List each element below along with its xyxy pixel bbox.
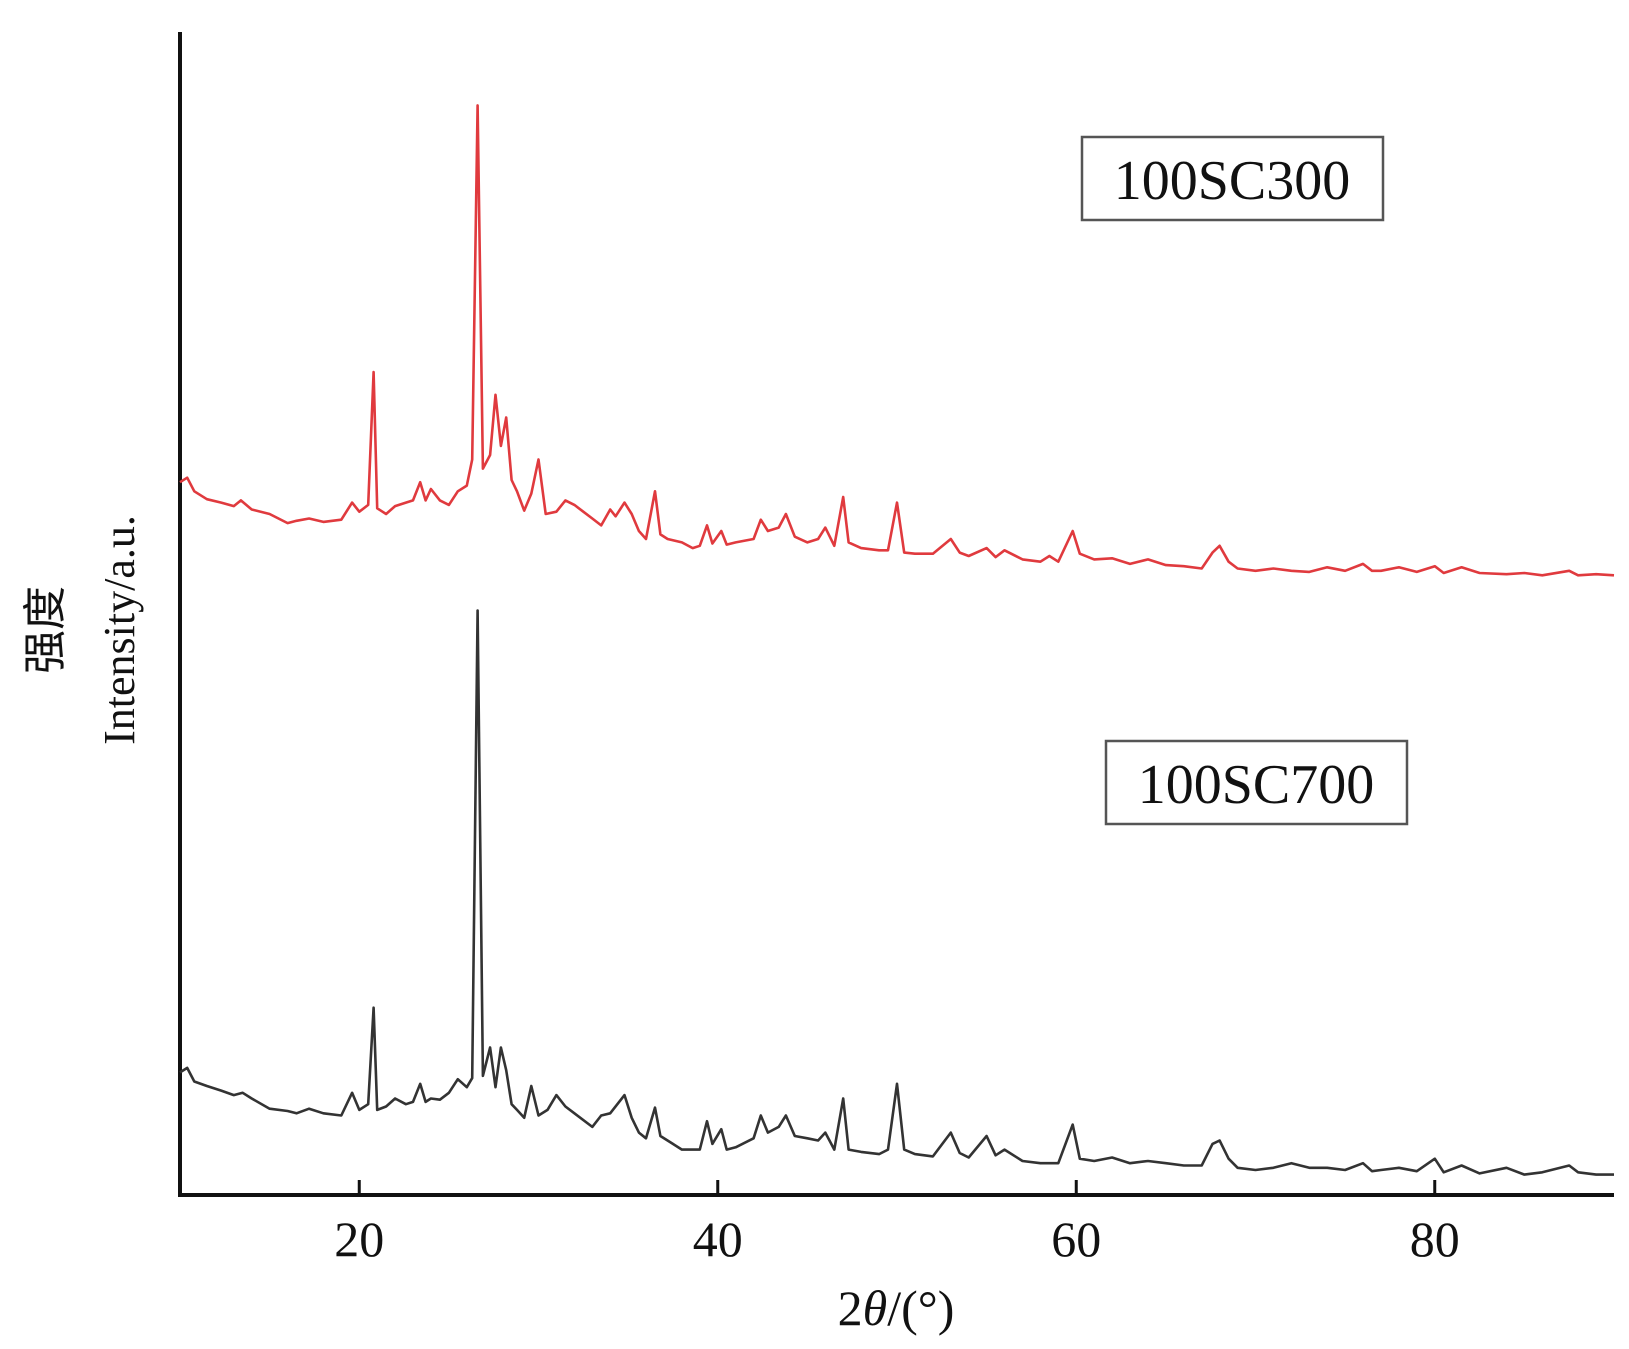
legend-label: 100SC300	[1114, 150, 1351, 212]
x-ticks	[357, 1180, 1437, 1195]
y-axis-title-en: Intensity/a.u.	[95, 515, 144, 745]
legend-box-frame	[1080, 135, 1385, 222]
series-line-100sc700	[179, 609, 1614, 1176]
x-tick-labels: 20 40 60 80	[334, 1211, 1460, 1267]
y-axis-title-cn: 强度	[21, 586, 70, 674]
legend-label: 100SC700	[1138, 754, 1375, 816]
x-tick-label: 20	[334, 1211, 384, 1267]
series-lines	[179, 104, 1615, 1176]
x-axis-title: 2θ/(°)	[838, 1280, 955, 1336]
legend-box-frame	[1104, 739, 1409, 826]
x-axis-title-prefix: 2	[838, 1280, 863, 1336]
legend-box-100sc700: 100SC700	[1104, 739, 1409, 826]
x-tick-label: 60	[1051, 1211, 1101, 1267]
x-tick-label: 40	[693, 1211, 743, 1267]
x-axis-title-suffix: /(°)	[887, 1280, 954, 1336]
series-line-100sc300	[179, 104, 1615, 577]
legend-box-100sc300: 100SC300	[1080, 135, 1385, 222]
x-axis-title-symbol: θ	[863, 1280, 888, 1336]
x-tick-label: 80	[1410, 1211, 1460, 1267]
